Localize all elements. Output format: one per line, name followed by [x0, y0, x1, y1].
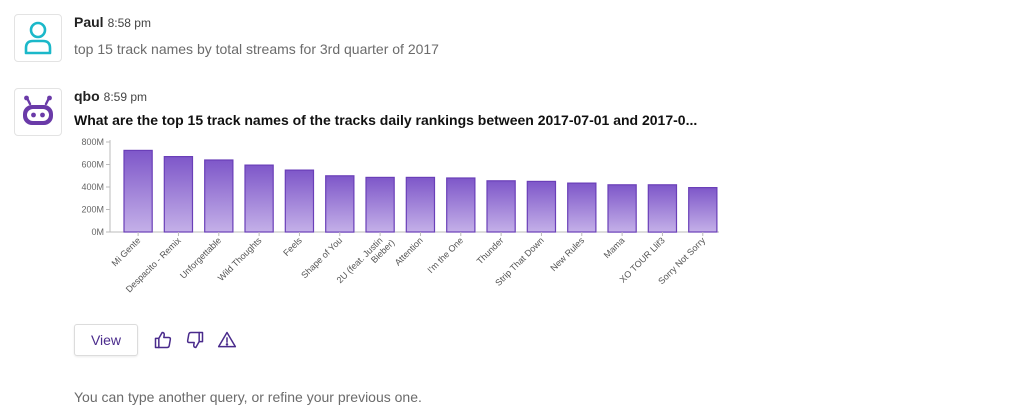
- y-tick-label: 200M: [81, 205, 104, 215]
- warning-icon: [217, 331, 237, 348]
- user-name: Paul: [74, 14, 104, 30]
- y-tick-label: 0M: [91, 227, 104, 237]
- thumbs-down-icon: [186, 331, 204, 349]
- bar: [284, 169, 315, 233]
- message-actions: View: [74, 324, 238, 356]
- bar: [567, 182, 597, 233]
- bar: [244, 164, 274, 233]
- bot-name: qbo: [74, 88, 100, 104]
- bot-message-time: 8:59 pm: [103, 90, 148, 104]
- bar: [204, 159, 234, 233]
- thumbs-up-icon: [154, 331, 172, 349]
- bar: [526, 180, 557, 233]
- x-tick-label: Wild Thoughts: [216, 235, 264, 283]
- thumbs-up-button[interactable]: [152, 329, 174, 351]
- user-query-text: top 15 track names by total streams for …: [74, 41, 439, 57]
- x-tick-label: I'm the One: [425, 235, 465, 275]
- x-tick-label: Attention: [393, 235, 425, 267]
- bot-message-meta: qbo 8:59 pm: [74, 88, 147, 106]
- y-tick-label: 800M: [81, 137, 104, 147]
- bot-message: qbo 8:59 pm What are the top 15 track nam…: [14, 88, 734, 136]
- user-message-time: 8:58 pm: [107, 16, 151, 30]
- bar: [405, 176, 436, 233]
- bars: [123, 149, 718, 236]
- x-tick-label: Thunder: [475, 235, 506, 266]
- bar: [123, 149, 153, 233]
- x-tick-label: 2U (feat. JustinBieber): [335, 230, 397, 292]
- bar: [325, 175, 355, 233]
- bar: [365, 176, 395, 233]
- y-tick-label: 400M: [81, 182, 104, 192]
- bar: [647, 184, 678, 233]
- x-tick-label: New Rules: [548, 235, 586, 273]
- user-message-meta: Paul 8:58 pm: [74, 14, 151, 32]
- thumbs-down-button[interactable]: [184, 329, 206, 351]
- bot-avatar: [14, 88, 62, 136]
- report-issue-button[interactable]: [216, 329, 238, 351]
- x-tick-label: Mama: [602, 235, 627, 260]
- y-tick-label: 600M: [81, 160, 104, 170]
- footer-hint-text: You can type another query, or refine yo…: [74, 389, 422, 405]
- x-tick-label: Feels: [281, 235, 304, 258]
- bar: [688, 186, 718, 233]
- x-tick-label: Unforgettable: [178, 235, 223, 280]
- user-message: Paul 8:58 pm top 15 track names by total …: [14, 14, 614, 62]
- bar: [446, 177, 476, 233]
- view-button[interactable]: View: [74, 324, 138, 356]
- bar: [163, 156, 194, 233]
- bar: [486, 180, 516, 233]
- x-tick-label: Mi Gente: [110, 235, 143, 268]
- bot-answer-title: What are the top 15 track names of the t…: [74, 112, 698, 128]
- bar: [607, 184, 637, 233]
- user-avatar: [14, 14, 62, 62]
- x-tick-label: Shape of You: [299, 235, 344, 280]
- robot-icon: [23, 95, 53, 125]
- user-icon: [24, 21, 52, 55]
